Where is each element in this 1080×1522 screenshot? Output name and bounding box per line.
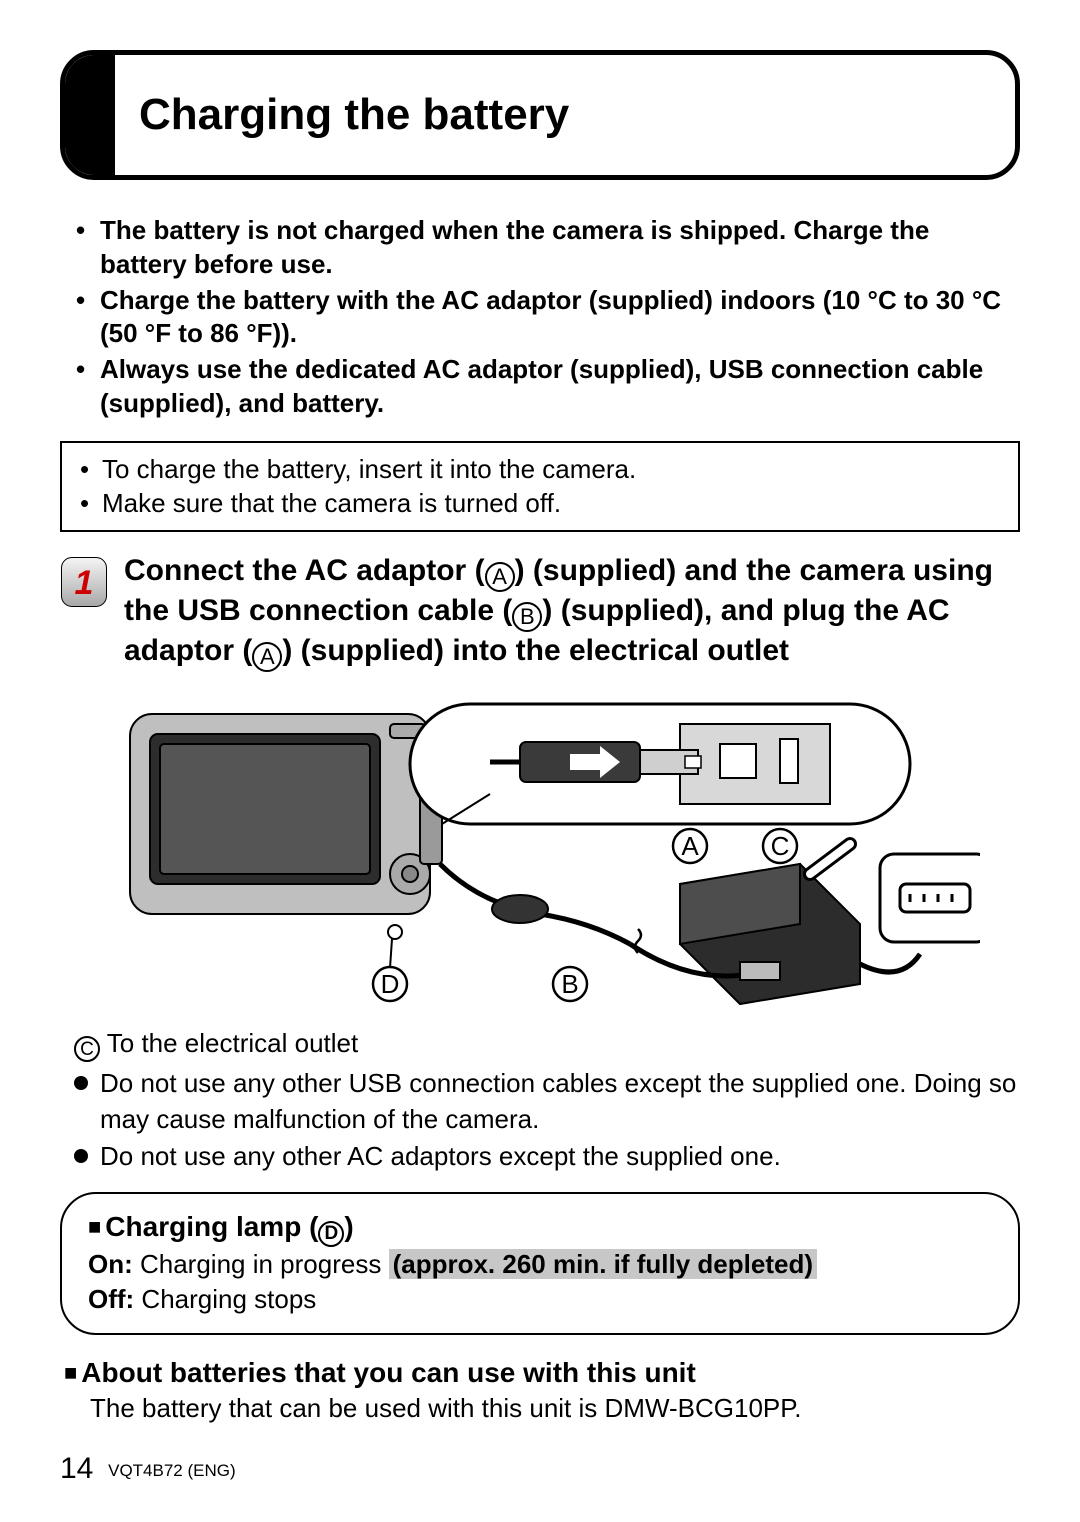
svg-text:C: C — [771, 831, 790, 861]
step-text-part: ) (supplied) into the electrical outlet — [282, 634, 789, 667]
lamp-on-label: On: — [88, 1249, 133, 1279]
caution-list: Do not use any other USB connection cabl… — [60, 1066, 1020, 1173]
note-item: To charge the battery, insert it into th… — [102, 453, 998, 487]
lamp-on-row: On: Charging in progress (approx. 260 mi… — [88, 1247, 992, 1282]
lamp-title-post: ) — [344, 1211, 353, 1242]
caution-item: Do not use any other USB connection cabl… — [100, 1066, 1020, 1136]
about-title-text: About batteries that you can use with th… — [81, 1357, 695, 1388]
charging-lamp-title: ■Charging lamp (D) — [88, 1208, 992, 1247]
lamp-title-pre: Charging lamp ( — [105, 1211, 318, 1242]
page-number: 14 — [60, 1452, 93, 1485]
note-item: Make sure that the camera is turned off. — [102, 487, 998, 521]
square-bullet-icon: ■ — [64, 1360, 77, 1385]
section-title: Charging the battery — [115, 55, 569, 175]
label-a-icon: A — [485, 562, 515, 592]
label-a-icon: A — [252, 642, 282, 672]
label-b-icon: B — [512, 602, 542, 632]
charging-lamp-box: ■Charging lamp (D) On: Charging in progr… — [60, 1192, 1020, 1335]
page-footer: 14 VQT4B72 (ENG) — [60, 1452, 236, 1486]
label-c-icon: C — [74, 1036, 100, 1062]
intro-item: The battery is not charged when the came… — [100, 214, 1020, 282]
outlet-caption-text: To the electrical outlet — [100, 1028, 358, 1058]
title-tab — [65, 55, 115, 175]
svg-text:D: D — [381, 969, 400, 999]
label-d-icon: D — [318, 1221, 344, 1247]
outlet-caption: C To the electrical outlet — [60, 1026, 1020, 1063]
svg-text:A: A — [681, 831, 699, 861]
lamp-on-highlight: (approx. 260 min. if fully depleted) — [389, 1249, 817, 1279]
step-1: 1 Connect the AC adaptor (A) (supplied) … — [60, 552, 1020, 671]
lamp-off-row: Off: Charging stops — [88, 1282, 992, 1317]
connection-diagram: A C B D — [120, 684, 1020, 1014]
step-text-part: Connect the AC adaptor ( — [124, 554, 485, 587]
svg-text:B: B — [561, 969, 578, 999]
intro-item: Always use the dedicated AC adaptor (sup… — [100, 353, 1020, 421]
note-box: To charge the battery, insert it into th… — [60, 441, 1020, 533]
about-batteries-body: The battery that can be used with this u… — [60, 1393, 1020, 1424]
lamp-off-label: Off: — [88, 1284, 134, 1314]
square-bullet-icon: ■ — [88, 1214, 101, 1239]
section-title-box: Charging the battery — [60, 50, 1020, 180]
lamp-on-text: Charging in progress — [133, 1249, 389, 1279]
step-1-text: Connect the AC adaptor (A) (supplied) an… — [124, 552, 1020, 671]
intro-list: The battery is not charged when the came… — [60, 214, 1020, 421]
lamp-off-text: Charging stops — [134, 1284, 316, 1314]
caution-item: Do not use any other AC adaptors except … — [100, 1139, 1020, 1174]
intro-item: Charge the battery with the AC adaptor (… — [100, 284, 1020, 352]
svg-text:1: 1 — [75, 564, 94, 602]
about-batteries-title: ■About batteries that you can use with t… — [60, 1357, 1020, 1389]
doc-code: VQT4B72 (ENG) — [108, 1461, 236, 1480]
step-number-icon: 1 — [60, 556, 108, 608]
